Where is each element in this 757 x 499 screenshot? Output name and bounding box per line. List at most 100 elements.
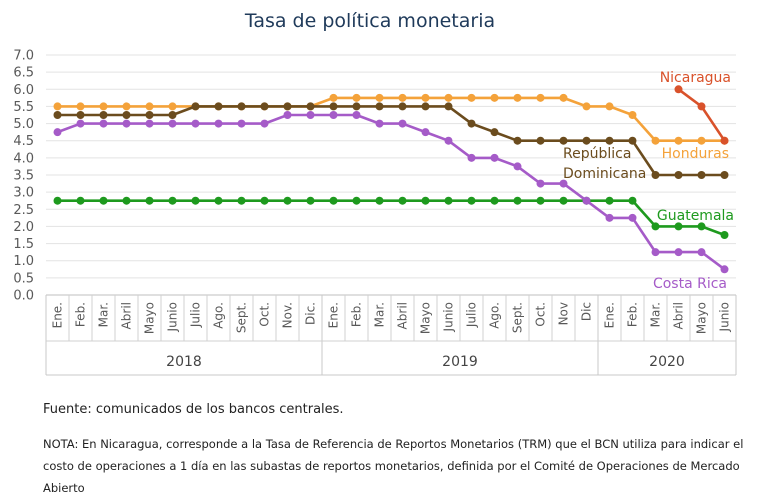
y-tick-label: 6.0 [13, 83, 34, 98]
data-point [490, 196, 499, 205]
data-point [191, 196, 200, 205]
x-tick-label: Mayo [695, 302, 709, 334]
data-point [513, 162, 522, 171]
x-tick-label: Feb. [74, 302, 88, 327]
y-tick-label: 5.0 [13, 117, 34, 132]
data-point [536, 136, 545, 145]
data-point [697, 248, 706, 257]
data-point [697, 171, 706, 179]
data-point [214, 102, 223, 111]
data-point [697, 136, 706, 145]
x-tick-label: Julio [189, 302, 203, 328]
year-label: 2019 [442, 354, 478, 370]
x-tick-label: Ago. [212, 302, 226, 329]
source-note: Fuente: comunicados de los bancos centra… [43, 402, 344, 417]
data-point [306, 111, 315, 119]
data-point [490, 128, 499, 137]
data-point [329, 102, 338, 111]
data-point [122, 111, 131, 119]
series-república-dominicana [53, 102, 729, 179]
y-tick-label: 2.0 [13, 220, 34, 235]
data-point [329, 111, 338, 119]
data-point [352, 196, 361, 205]
y-tick-label: 7.0 [13, 49, 34, 64]
data-point [352, 111, 361, 119]
x-tick-label: Oct. [534, 302, 548, 327]
x-tick-label: Mar. [97, 302, 111, 327]
x-tick-label: Junio [718, 302, 732, 332]
year-label: 2018 [166, 354, 202, 370]
footnote: NOTA: En Nicaragua, corresponde a la Tas… [43, 437, 744, 495]
x-tick-label: Sept. [235, 302, 249, 333]
data-point [99, 111, 108, 119]
data-point [168, 119, 177, 128]
data-point [191, 102, 200, 111]
data-point [444, 136, 453, 145]
x-tick-label: Ago. [488, 302, 502, 329]
series-line [677, 88, 726, 142]
data-point [352, 93, 361, 102]
data-point [53, 196, 62, 205]
data-point [122, 119, 131, 128]
data-point [513, 136, 522, 145]
data-point [674, 222, 683, 231]
data-point [559, 136, 568, 145]
x-tick-label: Dic. [304, 302, 318, 325]
data-point [99, 196, 108, 205]
x-tick-label: Ene. [51, 302, 65, 328]
data-point [490, 93, 499, 102]
data-point [237, 119, 246, 128]
data-point [720, 136, 729, 145]
data-point [375, 196, 384, 205]
data-point [283, 196, 292, 205]
data-point [605, 102, 614, 111]
series-labels: Honduras República Dominicana Guatemala Cost… [563, 70, 734, 292]
x-tick-label: Mar. [649, 302, 663, 327]
data-point [651, 248, 660, 257]
data-point [513, 196, 522, 205]
series-lines [53, 85, 729, 274]
series-honduras [53, 93, 729, 145]
y-tick-label: 0.0 [13, 289, 34, 304]
year-label: 2020 [649, 354, 685, 370]
chart-title: Tasa de política monetaria [244, 10, 495, 32]
data-point [375, 93, 384, 102]
data-point [237, 102, 246, 111]
data-point [306, 102, 315, 111]
data-point [99, 102, 108, 111]
data-point [651, 136, 660, 145]
data-point [398, 119, 407, 128]
data-point [651, 171, 660, 179]
y-tick-label: 3.5 [13, 169, 34, 184]
data-point [582, 196, 591, 205]
data-point [421, 93, 430, 102]
data-point [375, 102, 384, 111]
y-tick-label: 2.5 [13, 203, 34, 218]
data-point [168, 111, 177, 119]
y-tick-label: 5.5 [13, 100, 34, 115]
data-point [674, 85, 683, 94]
data-point [628, 136, 637, 145]
data-point [53, 102, 62, 111]
x-tick-label: Abril [396, 302, 410, 329]
x-tick-label: Mayo [419, 302, 433, 334]
data-point [559, 93, 568, 102]
data-point [260, 119, 269, 128]
data-point [398, 102, 407, 111]
data-point [168, 102, 177, 111]
data-point [145, 119, 154, 128]
data-point [697, 222, 706, 231]
data-point [674, 171, 683, 179]
data-point [191, 119, 200, 128]
data-point [145, 102, 154, 111]
y-tick-label: 1.0 [13, 254, 34, 269]
data-point [352, 102, 361, 111]
data-point [421, 128, 430, 137]
x-tick-label: Nov. [281, 302, 295, 328]
data-point [214, 119, 223, 128]
series-label: República [563, 146, 631, 162]
data-point [329, 93, 338, 102]
x-tick-label: Abril [672, 302, 686, 329]
data-point [145, 196, 154, 205]
data-point [467, 196, 476, 205]
